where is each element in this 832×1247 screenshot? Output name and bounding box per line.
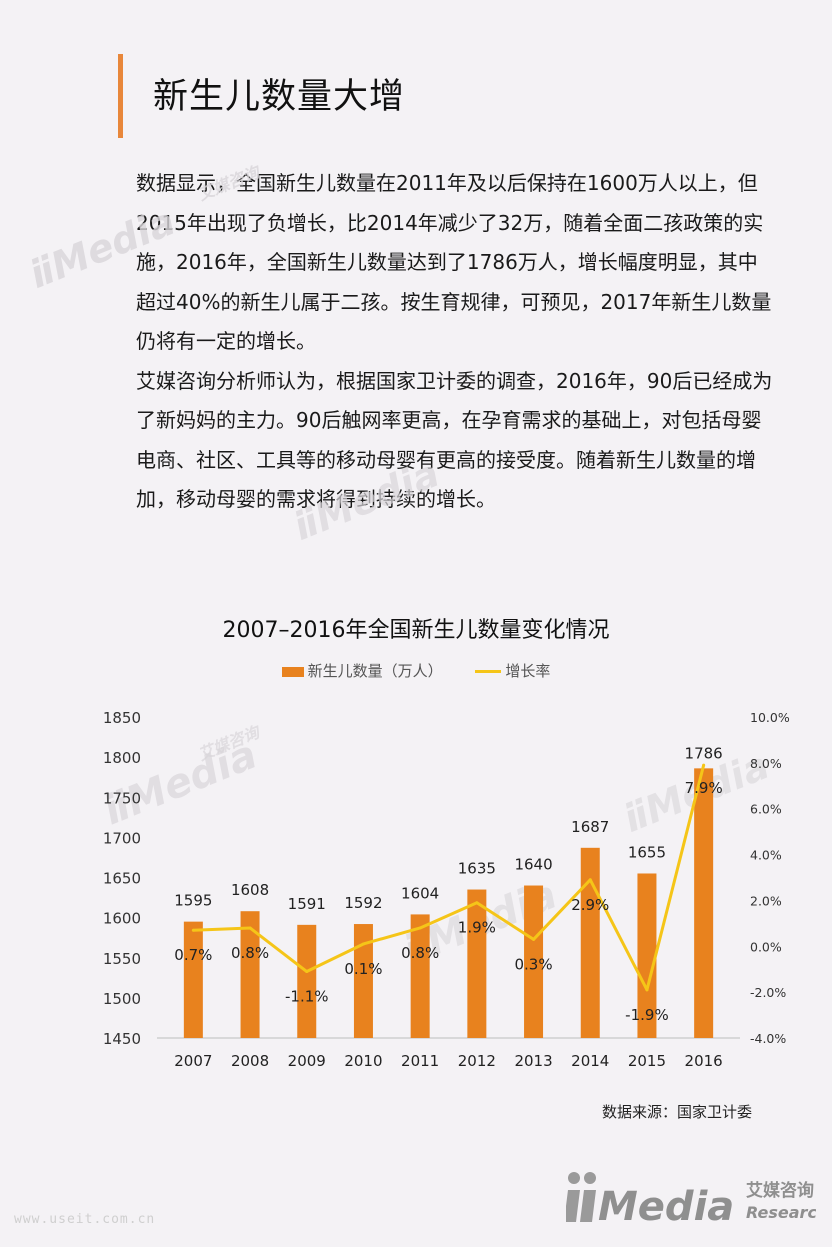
x-tick-label: 2012: [458, 1052, 496, 1070]
growth-rate-label: 0.8%: [231, 944, 269, 962]
y-right-tick-label: 2.0%: [750, 893, 782, 908]
bar: [637, 873, 657, 1038]
growth-rate-point: [475, 901, 479, 905]
x-tick-label: 2008: [231, 1052, 269, 1070]
legend-line-swatch: [475, 670, 502, 673]
bar: [240, 911, 260, 1038]
chart-title: 2007–2016年全国新生儿数量变化情况: [222, 618, 610, 643]
chart-legend: 新生儿数量（万人） 增长率: [0, 660, 832, 681]
body-text: 数据显示，全国新生儿数量在2011年及以后保持在1600万人以上，但2015年出…: [136, 164, 776, 520]
y-right-tick-label: 4.0%: [750, 848, 782, 863]
y-left-tick-label: 1850: [103, 709, 141, 727]
bar-value-label: 1604: [401, 884, 439, 902]
growth-rate-point: [532, 937, 536, 941]
legend-label-births: 新生儿数量（万人）: [307, 662, 443, 680]
bar-value-label: 1591: [288, 895, 326, 913]
x-tick-label: 2011: [401, 1052, 439, 1070]
legend-label-growth: 增长率: [505, 662, 551, 680]
y-left-tick-label: 1500: [103, 990, 141, 1008]
page-title: 新生儿数量大增: [153, 77, 406, 117]
y-left-tick-label: 1800: [103, 749, 141, 767]
legend-bar-swatch: [281, 666, 304, 677]
x-tick-label: 2015: [628, 1052, 666, 1070]
bar: [297, 924, 317, 1038]
growth-rate-point: [588, 878, 592, 882]
x-tick-label: 2014: [571, 1052, 609, 1070]
bar: [580, 847, 600, 1038]
imedia-logo: Media 艾媒咨询 Research: [566, 1172, 816, 1226]
x-tick-label: 2013: [514, 1052, 552, 1070]
growth-rate-point: [248, 926, 252, 930]
y-left-tick-label: 1750: [103, 789, 141, 807]
growth-rate-label: 2.9%: [571, 896, 609, 914]
bar: [467, 889, 487, 1038]
x-tick-label: 2016: [685, 1052, 723, 1070]
y-left-tick-label: 1600: [103, 910, 141, 928]
y-right-tick-label: -2.0%: [750, 985, 786, 1000]
growth-rate-label: 0.1%: [344, 960, 382, 978]
growth-rate-point: [361, 942, 365, 946]
y-right-tick-label: 8.0%: [750, 756, 782, 771]
bar-value-label: 1786: [685, 744, 723, 762]
bar-value-label: 1635: [458, 860, 496, 878]
bar: [694, 768, 714, 1038]
bar: [524, 885, 544, 1038]
growth-rate-label: 0.8%: [401, 944, 439, 962]
growth-rate-point: [645, 988, 649, 992]
bar-value-label: 1595: [174, 892, 212, 910]
growth-rate-label: -1.9%: [625, 1006, 669, 1024]
y-right-tick-label: 0.0%: [750, 939, 782, 954]
bar: [183, 921, 203, 1038]
y-left-tick-label: 1650: [103, 870, 141, 888]
bar-value-label: 1640: [514, 856, 552, 874]
growth-rate-label: 7.9%: [685, 779, 723, 797]
y-left-tick-label: 1700: [103, 829, 141, 847]
growth-rate-label: 0.7%: [174, 946, 212, 964]
paragraph-1: 数据显示，全国新生儿数量在2011年及以后保持在1600万人以上，但2015年出…: [136, 171, 772, 353]
footer-url: www.useit.com.cn: [14, 1212, 156, 1227]
y-left-tick-label: 1450: [103, 1030, 141, 1048]
growth-rate-label: -1.1%: [285, 988, 329, 1006]
data-source: 数据来源：国家卫计委: [601, 1103, 752, 1121]
growth-rate-label: 1.9%: [458, 919, 496, 937]
growth-rate-point: [191, 928, 195, 932]
legend-item-growth: 增长率: [475, 660, 550, 681]
bar-value-label: 1592: [344, 894, 382, 912]
y-right-tick-label: 6.0%: [750, 802, 782, 817]
bar-value-label: 1655: [628, 843, 666, 861]
y-left-tick-label: 1550: [103, 950, 141, 968]
x-tick-label: 2010: [344, 1052, 382, 1070]
bar-value-label: 1608: [231, 881, 269, 899]
growth-rate-point: [305, 970, 309, 974]
x-tick-label: 2007: [174, 1052, 212, 1070]
y-right-tick-label: 10.0%: [750, 710, 790, 725]
svg-text:Research: Research: [746, 1203, 816, 1222]
y-right-tick-label: -4.0%: [750, 1031, 786, 1046]
bar: [353, 924, 373, 1038]
svg-text:Media: Media: [598, 1184, 734, 1226]
growth-rate-label: 0.3%: [514, 955, 552, 973]
title-accent-bar: [118, 54, 123, 138]
bar: [410, 914, 430, 1038]
svg-text:艾媒咨询: 艾媒咨询: [746, 1180, 814, 1201]
growth-rate-point: [702, 763, 706, 767]
paragraph-2: 艾媒咨询分析师认为，根据国家卫计委的调查，2016年，90后已经成为了新妈妈的主…: [136, 368, 773, 512]
growth-rate-point: [418, 926, 422, 930]
growth-rate-line: [193, 764, 706, 992]
bar-value-label: 1687: [571, 818, 609, 836]
legend-item-births: 新生儿数量（万人）: [281, 660, 443, 681]
x-tick-label: 2009: [288, 1052, 326, 1070]
